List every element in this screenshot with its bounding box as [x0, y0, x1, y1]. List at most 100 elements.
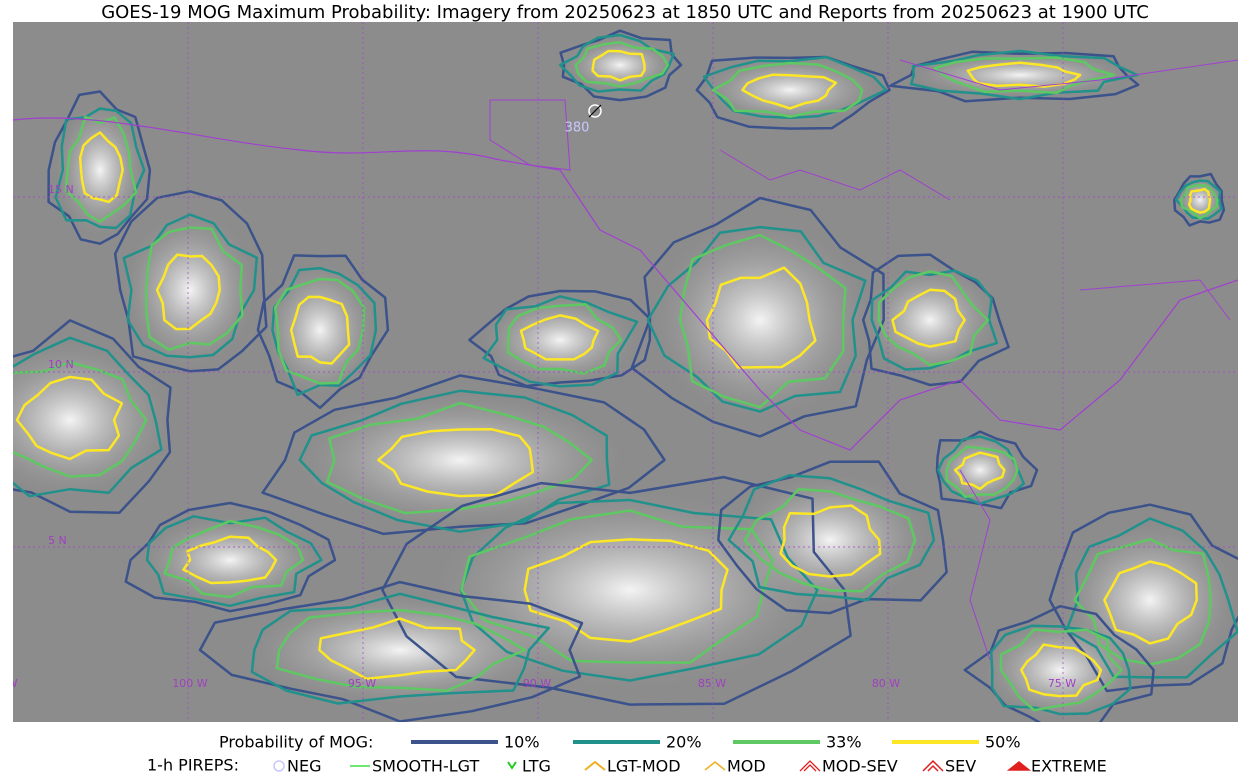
contour — [13, 360, 148, 478]
title: GOES-19 MOG Maximum Probability: Imagery… — [101, 2, 1149, 23]
contour — [381, 475, 852, 706]
contour — [574, 41, 669, 88]
contour — [122, 213, 259, 359]
pirep-label: MOD-SEV — [822, 757, 898, 776]
contour — [273, 277, 366, 385]
contour — [1048, 503, 1238, 693]
contour — [591, 49, 646, 82]
cloud — [650, 221, 870, 419]
cloud — [702, 57, 878, 123]
contour — [999, 628, 1123, 712]
lat-label: 5 N — [48, 534, 67, 547]
contour — [250, 592, 550, 705]
pirep-label: LTG — [522, 757, 551, 776]
contour — [1187, 187, 1212, 214]
lon-label: 90 W — [523, 677, 551, 690]
pirep-label: NEG — [287, 757, 321, 776]
contour — [54, 107, 146, 230]
pirep-label: SMOOTH-LGT — [372, 757, 479, 776]
contour — [47, 90, 152, 245]
lon-label: 75 W — [1048, 677, 1076, 690]
pirep-label: EXTREME — [1031, 757, 1107, 776]
contour — [256, 254, 390, 410]
pirep-icon — [584, 760, 606, 771]
lon-label: 85 W — [698, 677, 726, 690]
contour — [468, 289, 652, 388]
lon-label: 105 W — [0, 677, 18, 690]
contour — [741, 73, 838, 110]
contour — [15, 375, 124, 461]
contour — [1065, 517, 1238, 679]
contour — [963, 604, 1155, 722]
contour — [779, 504, 882, 578]
contour — [13, 336, 163, 498]
map-area: 15 N 10 N 5 N 105 W 100 W 95 W 90 W 85 W 80 W 75 … — [0, 22, 1238, 722]
legend: Probability of MOG: 10% 20% 33% 50% 1-h PIREP… — [147, 733, 1107, 776]
contour — [630, 196, 885, 438]
contour — [953, 451, 1006, 491]
contour — [182, 535, 278, 585]
contour — [936, 435, 1026, 505]
contour — [1179, 184, 1219, 220]
legend-label: 10% — [504, 733, 540, 752]
contour — [144, 226, 244, 352]
contour — [1173, 172, 1226, 227]
contour — [1174, 179, 1223, 221]
contour — [163, 519, 305, 599]
contour — [261, 374, 666, 536]
contour — [198, 580, 584, 722]
legend-label: 20% — [666, 733, 702, 752]
contour — [289, 295, 351, 365]
contour — [705, 266, 817, 369]
contour — [271, 266, 378, 397]
lon-label: 80 W — [872, 677, 900, 690]
pirep-legend-title: 1-h PIREPS: — [147, 756, 239, 775]
contour — [113, 190, 268, 373]
contour — [523, 538, 729, 643]
contour — [145, 515, 323, 608]
pirep-label: LGT-MOD — [607, 757, 681, 776]
contour — [460, 509, 774, 664]
contour — [966, 61, 1082, 88]
contour — [678, 233, 847, 409]
pirep-icon — [1006, 761, 1032, 771]
contour — [155, 253, 221, 331]
contour — [318, 617, 476, 681]
contour — [275, 608, 527, 692]
pirep-icon — [799, 760, 821, 772]
contour — [559, 29, 683, 102]
pirep-icon — [507, 761, 517, 770]
contour — [78, 131, 124, 204]
lon-label: 95 W — [348, 677, 376, 690]
contour — [743, 488, 917, 593]
cloud — [142, 516, 318, 604]
contour — [1020, 643, 1103, 698]
contour — [13, 319, 172, 514]
contour — [1073, 538, 1212, 666]
pirep-label: SEV — [945, 757, 976, 776]
contour — [519, 314, 600, 361]
pirep-icon — [273, 760, 285, 772]
pirep-icon — [922, 759, 944, 772]
pirep-label: MOD — [727, 757, 766, 776]
borders — [489, 59, 1238, 661]
contour — [933, 56, 1116, 95]
contour — [877, 270, 990, 367]
contour — [377, 428, 535, 498]
graticule — [13, 22, 1238, 722]
contour — [891, 288, 966, 348]
contour — [889, 50, 1140, 103]
lat-label: 10 N — [48, 358, 74, 371]
legend-label: 50% — [985, 733, 1021, 752]
contour — [711, 61, 864, 118]
pirep-icon — [704, 761, 726, 771]
contour — [945, 445, 1019, 499]
contour — [325, 401, 593, 515]
contour — [482, 295, 639, 388]
probability-legend-title: Probability of MOG: — [219, 733, 373, 752]
pirep-neg-slash — [588, 104, 602, 118]
contour — [124, 501, 337, 613]
contour — [1103, 560, 1198, 645]
legend-label: 33% — [826, 733, 862, 752]
